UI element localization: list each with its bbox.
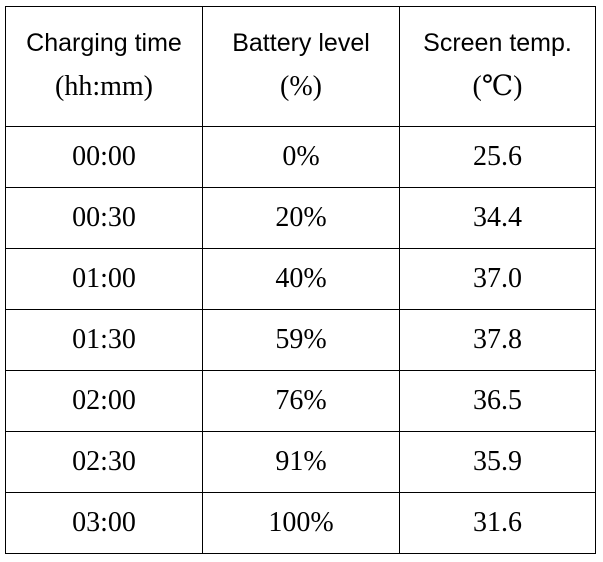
cell-charging-time: 00:30 (5, 187, 203, 249)
table-row: 00:30 20% 34.4 (5, 187, 596, 249)
cell-charging-time: 03:00 (5, 492, 203, 554)
header-label: Battery level (232, 28, 370, 57)
table-row: 00:00 0% 25.6 (5, 126, 596, 188)
cell-screen-temp: 37.8 (399, 309, 596, 371)
cell-battery-level: 59% (202, 309, 400, 371)
header-charging-time: Charging time (hh:mm) (5, 6, 203, 127)
charging-data-table: Charging time (hh:mm) Battery level (%) … (5, 6, 596, 554)
cell-battery-level: 40% (202, 248, 400, 310)
header-screen-temp: Screen temp. (℃) (399, 6, 596, 127)
cell-charging-time: 02:00 (5, 370, 203, 432)
header-row: Charging time (hh:mm) Battery level (%) … (5, 6, 596, 127)
cell-battery-level: 20% (202, 187, 400, 249)
table-row: 03:00 100% 31.6 (5, 492, 596, 554)
cell-battery-level: 76% (202, 370, 400, 432)
cell-screen-temp: 36.5 (399, 370, 596, 432)
cell-screen-temp: 34.4 (399, 187, 596, 249)
cell-charging-time: 01:00 (5, 248, 203, 310)
header-label: Screen temp. (423, 28, 572, 57)
header-battery-level: Battery level (%) (202, 6, 400, 127)
cell-battery-level: 100% (202, 492, 400, 554)
cell-screen-temp: 37.0 (399, 248, 596, 310)
header-unit: (hh:mm) (55, 70, 153, 102)
cell-charging-time: 00:00 (5, 126, 203, 188)
cell-charging-time: 02:30 (5, 431, 203, 493)
table-row: 01:00 40% 37.0 (5, 248, 596, 310)
table-row: 01:30 59% 37.8 (5, 309, 596, 371)
header-unit: (℃) (472, 70, 523, 102)
table-row: 02:00 76% 36.5 (5, 370, 596, 432)
cell-screen-temp: 35.9 (399, 431, 596, 493)
cell-charging-time: 01:30 (5, 309, 203, 371)
header-label: Charging time (26, 28, 182, 57)
cell-battery-level: 91% (202, 431, 400, 493)
cell-screen-temp: 25.6 (399, 126, 596, 188)
table-row: 02:30 91% 35.9 (5, 431, 596, 493)
cell-battery-level: 0% (202, 126, 400, 188)
header-unit: (%) (280, 70, 322, 102)
cell-screen-temp: 31.6 (399, 492, 596, 554)
